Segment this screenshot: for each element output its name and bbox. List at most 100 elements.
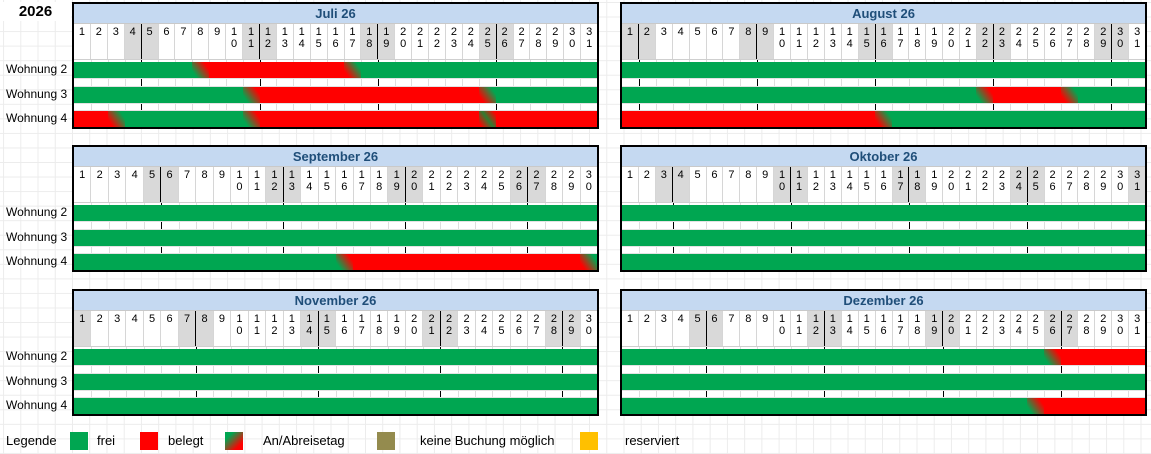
legend-label: An/Abreisetag: [263, 433, 345, 448]
booking-segment-arrive[interactable]: [192, 62, 209, 78]
booking-segment-free[interactable]: [74, 230, 597, 246]
day-header-cell: 1: [74, 311, 91, 346]
day-header-cell: 8: [739, 311, 757, 346]
row-gridline: [622, 246, 1145, 247]
booking-segment-occupied[interactable]: [74, 111, 108, 127]
booking-segment-free[interactable]: [622, 374, 1145, 390]
booking-segment-occupied[interactable]: [1043, 398, 1145, 414]
booking-segment-depart[interactable]: [1060, 87, 1078, 103]
booking-segment-depart[interactable]: [343, 62, 361, 78]
booking-segment-free[interactable]: [891, 111, 1145, 127]
booking-segment-free[interactable]: [495, 87, 597, 103]
day-header-cell: 5: [142, 167, 161, 202]
booking-segment-free[interactable]: [74, 62, 193, 78]
booking-segment-occupied[interactable]: [993, 87, 1061, 103]
booking-segment-depart[interactable]: [579, 254, 597, 270]
day-header-cell: 7: [722, 24, 740, 59]
day-header-cell: 9: [212, 167, 231, 202]
booking-segment-occupied[interactable]: [259, 111, 479, 127]
day-header-cell: 8: [195, 311, 213, 346]
booking-segment-free[interactable]: [622, 205, 1145, 221]
booking-segment-depart[interactable]: [107, 111, 125, 127]
booking-segment-arrive[interactable]: [1026, 398, 1044, 414]
month-title: Oktober 26: [622, 147, 1145, 167]
day-header-cell: 6: [160, 167, 178, 202]
booking-segment-free[interactable]: [622, 398, 1027, 414]
booking-segment-occupied[interactable]: [259, 87, 479, 103]
booking-segment-free[interactable]: [622, 230, 1145, 246]
day-header-cell: 4: [125, 167, 143, 202]
booking-segment-depart[interactable]: [875, 111, 892, 127]
booking-segment-free[interactable]: [622, 254, 1145, 270]
row-gridline: [74, 397, 597, 398]
booking-segment-arrive[interactable]: [1043, 349, 1061, 365]
row-gridline: [622, 373, 1145, 374]
booking-segment-arrive[interactable]: [242, 111, 260, 127]
booking-segment-occupied[interactable]: [1060, 349, 1145, 365]
row-gridline: [622, 86, 1145, 87]
booking-segment-free[interactable]: [74, 398, 597, 414]
booking-segment-free[interactable]: [74, 254, 336, 270]
booking-segment-free[interactable]: [1077, 87, 1145, 103]
month-panel: August 26 1 2 3 4 5 6 7 8 9 1 0 1 1 1 2 1 3 1 4 1 5 1 6 1 7 1 8 1 9 2 0…: [620, 2, 1147, 129]
legend-label: frei: [97, 433, 116, 448]
booking-segment-arrive[interactable]: [335, 254, 353, 270]
row-gridline: [74, 365, 597, 366]
room-label: Wohnung 3: [6, 374, 68, 388]
day-header-cell: 8: [739, 24, 757, 59]
row-gridline: [74, 253, 597, 254]
booking-segment-arrive[interactable]: [976, 87, 994, 103]
booking-segment-free[interactable]: [622, 349, 1044, 365]
booking-grid: [622, 347, 1145, 414]
booking-segment-free[interactable]: [74, 205, 597, 221]
day-header-cell: 7: [177, 311, 196, 346]
booking-segment-turnover[interactable]: [478, 111, 496, 127]
booking-segment-occupied[interactable]: [495, 111, 597, 127]
booking-segment-occupied[interactable]: [208, 62, 344, 78]
booking-segment-free[interactable]: [124, 111, 243, 127]
day-header-cell: 6: [160, 311, 178, 346]
booking-segment-arrive[interactable]: [242, 87, 260, 103]
booking-segment-free[interactable]: [74, 87, 243, 103]
row-gridline: [622, 390, 1145, 391]
day-header-cell: 7: [177, 167, 196, 202]
booking-segment-occupied[interactable]: [622, 111, 876, 127]
legend-swatch-free: [70, 432, 88, 450]
booking-segment-free[interactable]: [74, 349, 597, 365]
booking-segment-occupied[interactable]: [352, 254, 580, 270]
booking-segment-free[interactable]: [74, 374, 597, 390]
booking-segment-free[interactable]: [622, 87, 977, 103]
booking-segment-depart[interactable]: [478, 87, 496, 103]
booking-segment-free[interactable]: [622, 62, 1145, 78]
booking-segment-free[interactable]: [360, 62, 597, 78]
